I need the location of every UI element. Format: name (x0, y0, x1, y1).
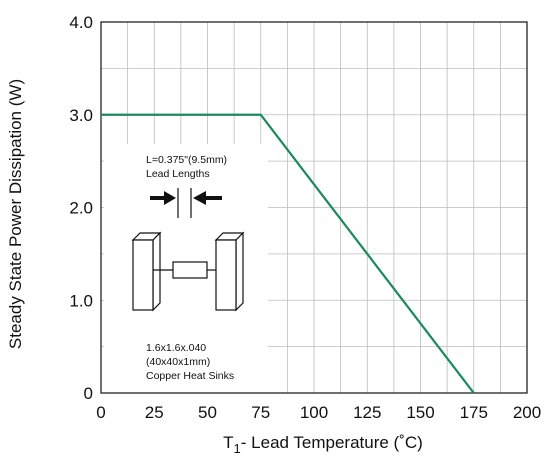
x-tick-label: 125 (353, 403, 381, 422)
y-tick-label: 1.0 (69, 291, 93, 310)
x-axis-title: T1- Lead Temperature (˚C) (223, 433, 423, 456)
x-tick-label: 50 (198, 403, 217, 422)
x-tick-label: 75 (251, 403, 270, 422)
x-tick-label: 175 (460, 403, 488, 422)
y-axis-title: Steady State Power Dissipation (W) (6, 79, 25, 349)
y-tick-label: 0 (84, 384, 93, 403)
lead-length-label: L=0.375"(9.5mm) (146, 154, 227, 166)
x-tick-label: 0 (96, 403, 105, 422)
grid (101, 22, 527, 393)
heat-sink-caption: Copper Heat Sinks (146, 370, 234, 382)
x-tick-label: 200 (513, 403, 541, 422)
x-tick-label: 150 (406, 403, 434, 422)
x-tick-label: 25 (145, 403, 164, 422)
heat-sink-diagram-icon (131, 231, 245, 312)
y-tick-label: 2.0 (69, 199, 93, 218)
x-tick-labels: 0 25 50 75 100 125 150 175 200 (96, 403, 541, 422)
lead-length-arrows-icon (150, 188, 222, 218)
x-tick-label: 100 (300, 403, 328, 422)
y-tick-label: 4.0 (69, 13, 93, 32)
lead-length-caption: Lead Lengths (146, 168, 210, 180)
series-line (101, 113, 475, 394)
plot-frame (100, 21, 528, 394)
y-tick-labels: 0 1.0 2.0 3.0 4.0 (69, 13, 93, 403)
heat-sink-dimensions: 1.6x1.6x.040 (146, 342, 206, 354)
heat-sink-metric: (40x40x1mm) (146, 356, 210, 368)
y-tick-label: 3.0 (69, 106, 93, 125)
